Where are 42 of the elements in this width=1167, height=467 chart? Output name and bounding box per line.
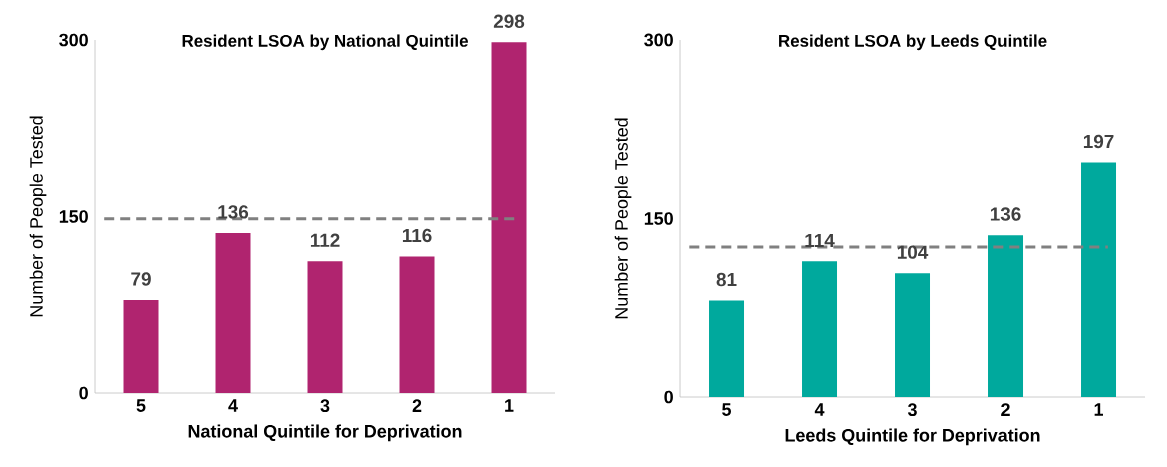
y-axis-title: Number of People Tested xyxy=(29,116,47,317)
y-tick-label: 150 xyxy=(644,212,673,225)
data-label: 104 xyxy=(897,245,929,259)
data-label: 116 xyxy=(402,228,432,243)
data-label: 136 xyxy=(990,207,1021,221)
x-tick-label: 4 xyxy=(814,403,825,416)
data-label: 298 xyxy=(493,14,525,28)
x-tick-label: 1 xyxy=(1094,403,1103,416)
bar xyxy=(123,300,159,393)
y-tick-label: 0 xyxy=(664,390,673,404)
y-axis-title: Number of People Tested xyxy=(614,118,632,319)
bar xyxy=(491,42,527,393)
bar xyxy=(709,300,745,397)
bar xyxy=(895,273,931,397)
x-tick-label: 1 xyxy=(505,399,514,412)
data-label: 112 xyxy=(310,233,340,247)
bar xyxy=(1081,162,1117,397)
y-tick-label: 300 xyxy=(644,33,673,47)
x-axis-title: Leeds Quintile for Deprivation xyxy=(785,428,1040,446)
x-axis-title: National Quintile for Deprivation xyxy=(188,424,462,442)
y-tick-label: 150 xyxy=(59,210,88,223)
x-tick-label: 5 xyxy=(722,403,731,416)
bar xyxy=(399,256,435,393)
data-label: 81 xyxy=(716,272,737,287)
x-tick-label: 2 xyxy=(412,399,422,412)
bar xyxy=(215,232,251,393)
y-tick-label: 300 xyxy=(59,33,88,47)
chart-title: Resident LSOA by National Quintile xyxy=(182,34,468,51)
x-tick-label: 2 xyxy=(1001,403,1010,416)
bar xyxy=(802,261,838,397)
x-tick-label: 5 xyxy=(136,399,146,412)
x-tick-label: 4 xyxy=(228,399,238,412)
data-label: 197 xyxy=(1083,134,1114,149)
data-label: 114 xyxy=(805,233,835,247)
chart-title: Resident LSOA by Leeds Quintile xyxy=(779,34,1047,51)
y-tick-label: 0 xyxy=(79,386,88,400)
x-tick-label: 3 xyxy=(907,403,917,417)
bar xyxy=(988,235,1024,397)
data-label: 79 xyxy=(131,272,151,286)
x-tick-label: 3 xyxy=(320,399,330,413)
bar xyxy=(307,261,343,393)
data-label: 136 xyxy=(218,205,249,219)
